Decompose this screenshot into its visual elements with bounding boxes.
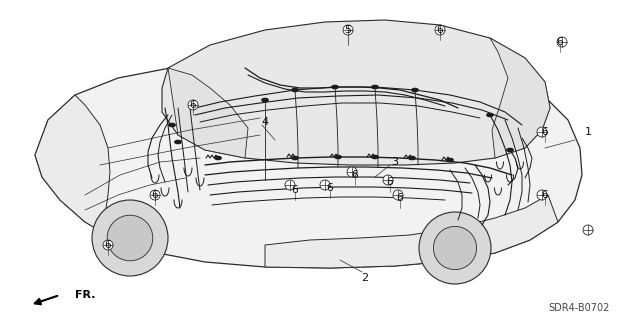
Ellipse shape [347, 167, 357, 177]
Polygon shape [490, 38, 550, 158]
Text: 6: 6 [105, 240, 111, 250]
Circle shape [175, 140, 181, 144]
Ellipse shape [435, 25, 445, 35]
Circle shape [412, 88, 418, 92]
Ellipse shape [557, 37, 567, 47]
Polygon shape [162, 20, 550, 165]
Text: 2: 2 [362, 273, 369, 283]
Circle shape [262, 98, 268, 101]
Ellipse shape [537, 190, 547, 200]
Circle shape [292, 156, 298, 160]
Ellipse shape [583, 225, 593, 235]
Ellipse shape [107, 215, 153, 261]
Circle shape [215, 156, 221, 160]
Text: FR.: FR. [75, 290, 95, 300]
Text: 6: 6 [352, 170, 358, 180]
Text: 5: 5 [344, 25, 351, 35]
Circle shape [169, 123, 175, 127]
Text: 6: 6 [541, 127, 548, 137]
Ellipse shape [188, 100, 198, 110]
Text: 6: 6 [541, 190, 548, 200]
Text: 4: 4 [261, 117, 269, 127]
Ellipse shape [150, 190, 160, 200]
Text: 6: 6 [326, 183, 333, 193]
Text: 6: 6 [387, 177, 394, 187]
Circle shape [409, 156, 415, 160]
Ellipse shape [393, 190, 403, 200]
Circle shape [335, 155, 341, 159]
Circle shape [292, 88, 298, 92]
Circle shape [372, 155, 378, 159]
Ellipse shape [419, 212, 491, 284]
Text: 6: 6 [397, 193, 403, 203]
Text: 6: 6 [189, 100, 196, 110]
Text: SDR4-B0702: SDR4-B0702 [548, 303, 610, 313]
Circle shape [507, 148, 513, 152]
Ellipse shape [343, 25, 353, 35]
Text: 6: 6 [152, 190, 158, 200]
Text: 6: 6 [292, 185, 298, 195]
Circle shape [372, 85, 378, 89]
Ellipse shape [92, 200, 168, 276]
Ellipse shape [537, 127, 547, 137]
Circle shape [447, 159, 453, 162]
Text: 3: 3 [392, 157, 399, 167]
Polygon shape [35, 95, 110, 228]
Polygon shape [35, 57, 582, 268]
Polygon shape [265, 195, 558, 268]
Ellipse shape [285, 180, 295, 190]
Text: 6: 6 [557, 37, 563, 47]
Ellipse shape [320, 180, 330, 190]
Text: 6: 6 [436, 25, 444, 35]
Circle shape [487, 114, 493, 117]
Circle shape [332, 85, 338, 89]
Polygon shape [168, 68, 248, 158]
Ellipse shape [433, 226, 477, 270]
Ellipse shape [383, 175, 393, 185]
Text: 1: 1 [584, 127, 591, 137]
Ellipse shape [103, 240, 113, 250]
